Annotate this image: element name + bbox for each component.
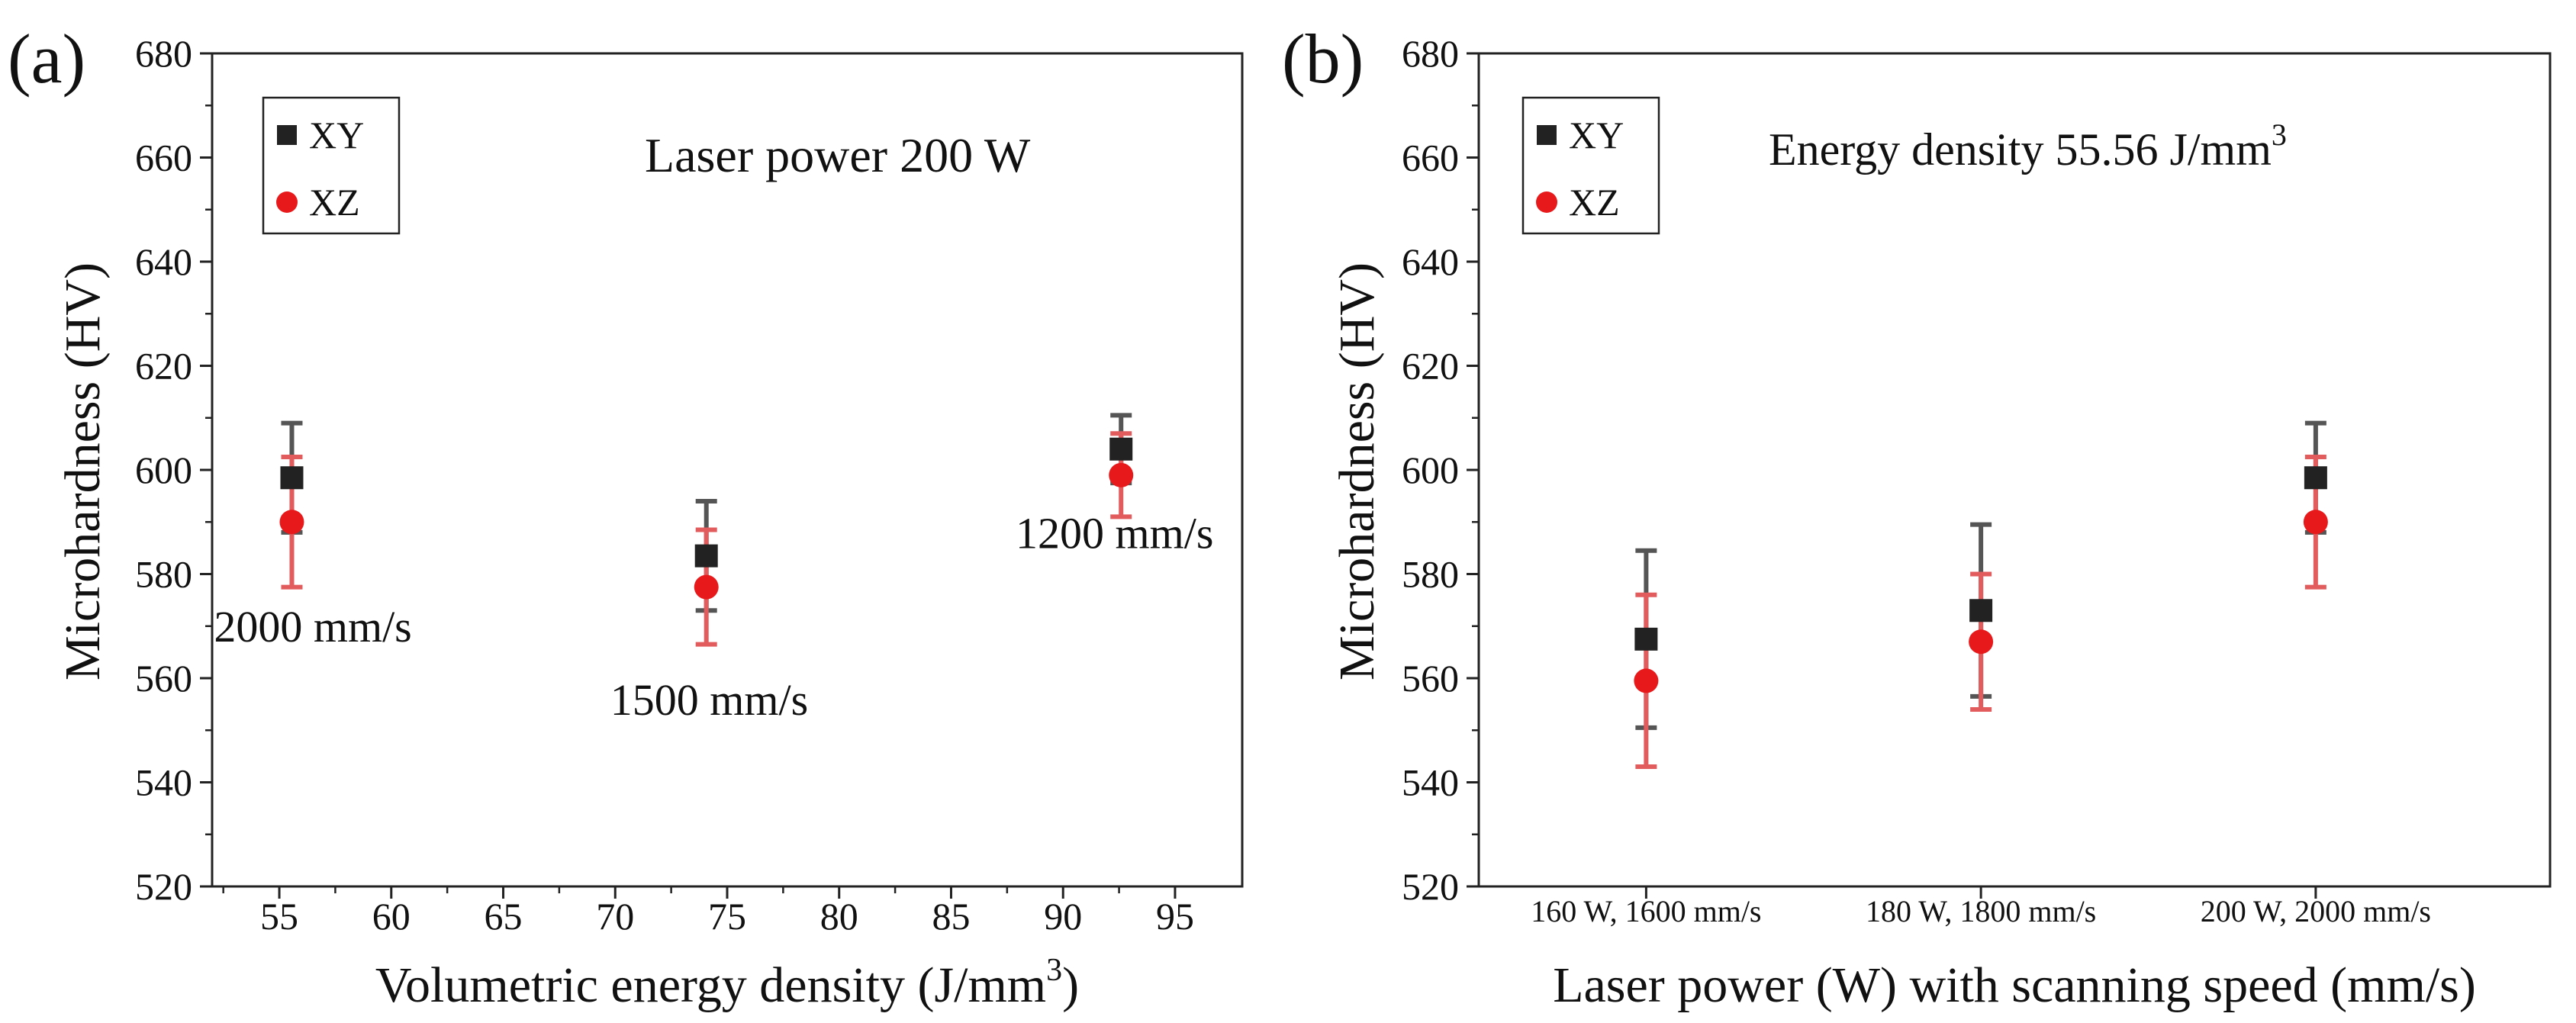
chart-title-b: Energy density 55.56 J/mm3 — [1769, 117, 2287, 175]
legend-marker-xy-a — [277, 125, 297, 145]
point-xy-a — [280, 466, 304, 490]
x-axis-label-a-sup: 3 — [1046, 953, 1062, 988]
x-axis-label-a-end: ) — [1062, 957, 1079, 1013]
point-xz-a — [1109, 462, 1134, 487]
x-axis-label-a: Volumetric energy density (J/mm3) — [375, 953, 1079, 1013]
legend-marker-xz-a — [276, 191, 298, 213]
x-tick-label-a: 65 — [485, 895, 523, 938]
y-tick-label-a: 660 — [135, 137, 192, 179]
y-tick-label-a: 680 — [135, 32, 192, 75]
y-tick-label-b: 680 — [1402, 32, 1459, 75]
y-tick-label-a: 600 — [135, 449, 192, 491]
legend-marker-xy-b — [1537, 125, 1557, 145]
y-tick-label-b: 580 — [1402, 553, 1459, 596]
panel-label-a: (a) — [8, 20, 85, 98]
x-tick-label-a: 90 — [1044, 895, 1082, 938]
x-tick-label-a: 60 — [372, 895, 411, 938]
chart-title-b-sup: 3 — [2272, 117, 2287, 152]
point-xy-b — [1969, 599, 1993, 622]
point-xy-b — [1634, 627, 1658, 651]
point-xz-b — [2303, 510, 2328, 535]
y-tick-label-b: 620 — [1402, 345, 1459, 388]
y-tick-label-b: 520 — [1402, 865, 1459, 908]
y-axis-b: 520 540 560 580 600 620 640 660 680 — [1402, 32, 1479, 908]
panel-label-b: (b) — [1282, 20, 1364, 98]
x-tick-label-a: 75 — [708, 895, 746, 938]
x-tick-label-a: 80 — [820, 895, 858, 938]
x-axis-label-b: Laser power (W) with scanning speed (mm/… — [1553, 957, 2476, 1013]
x-axis-label-a-main: Volumetric energy density (J/mm — [375, 957, 1046, 1013]
x-tick-label-a: 70 — [596, 895, 634, 938]
point-xy-b — [2304, 466, 2327, 490]
y-tick-label-b: 540 — [1402, 761, 1459, 804]
chart-title-a: Laser power 200 W — [645, 128, 1031, 182]
x-tick-label-a: 55 — [260, 895, 298, 938]
x-tick-label-b: 180 W, 1800 mm/s — [1866, 894, 2096, 928]
legend-label-xz-a: XZ — [309, 181, 360, 224]
y-tick-label-a: 520 — [135, 865, 192, 908]
annotation-a: 1500 mm/s — [610, 675, 808, 725]
y-tick-label-b: 600 — [1402, 449, 1459, 491]
y-tick-label-a: 620 — [135, 345, 192, 388]
x-tick-label-a: 95 — [1156, 895, 1194, 938]
x-tick-label-b: 160 W, 1600 mm/s — [1531, 894, 1761, 928]
point-xz-b — [1969, 629, 1994, 655]
y-tick-label-b: 660 — [1402, 137, 1459, 179]
legend-marker-xz-b — [1536, 191, 1557, 213]
y-tick-label-a: 560 — [135, 657, 192, 700]
point-xz-a — [279, 510, 304, 535]
y-tick-label-a: 580 — [135, 553, 192, 596]
y-tick-label-b: 640 — [1402, 240, 1459, 283]
x-axis-b: 160 W, 1600 mm/s 180 W, 1800 mm/s 200 W, 2… — [1531, 886, 2431, 928]
panel-b: (b) 160 W, 1600 mm/s 180 W, 1800 mm/s 200 … — [1282, 20, 2552, 1013]
point-xz-b — [1634, 668, 1659, 693]
point-xy-a — [1109, 437, 1133, 461]
x-tick-label-a: 85 — [932, 895, 970, 938]
x-tick-label-b: 200 W, 2000 mm/s — [2201, 894, 2431, 928]
y-axis-label-b: Microhardness (HV) — [1329, 262, 1385, 680]
plot-area-a: 2000 mm/s 1500 mm/s 1200 mm/s — [214, 413, 1213, 725]
annotation-a: 1200 mm/s — [1016, 508, 1213, 558]
y-tick-label-b: 560 — [1402, 657, 1459, 700]
plot-area-b — [1634, 420, 2328, 770]
legend-label-xy-a: XY — [309, 114, 364, 156]
point-xz-a — [694, 574, 719, 600]
chart-title-b-main: Energy density 55.56 J/mm — [1769, 124, 2272, 175]
x-axis-a: 55 60 65 70 75 80 85 90 95 — [222, 886, 1194, 938]
y-axis-label-a: Microhardness (HV) — [55, 262, 111, 680]
y-tick-label-a: 540 — [135, 761, 192, 804]
point-xy-a — [694, 544, 718, 568]
y-axis-a: 520 540 560 580 600 620 640 660 680 — [135, 32, 212, 908]
legend-label-xz-b: XZ — [1569, 181, 1620, 224]
y-tick-label-a: 640 — [135, 240, 192, 283]
panel-a: (a) 55 60 65 70 75 80 85 90 95 520 540 560 580 600 62… — [8, 20, 1244, 1013]
annotation-a: 2000 mm/s — [214, 602, 411, 651]
legend-label-xy-b: XY — [1569, 114, 1624, 156]
